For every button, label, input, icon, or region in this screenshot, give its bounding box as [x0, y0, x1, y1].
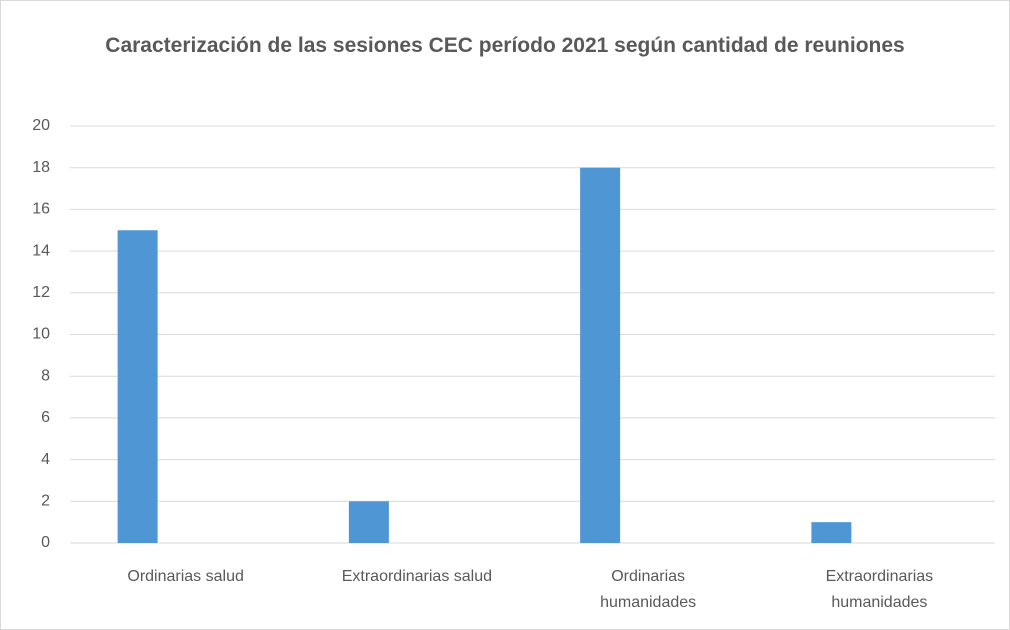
y-tick-label: 8 [41, 367, 50, 384]
y-tick-label: 12 [32, 284, 50, 301]
x-tick-label: Extraordinarias salud [342, 568, 492, 585]
bar [348, 501, 389, 543]
y-tick-label: 4 [41, 451, 50, 468]
bar [811, 522, 852, 543]
y-tick-label: 0 [41, 534, 50, 551]
y-tick-label: 10 [32, 326, 50, 343]
x-tick-label: Ordinarias humanidades [600, 568, 696, 611]
y-tick-label: 14 [32, 242, 50, 259]
y-tick-label: 20 [32, 117, 50, 134]
x-tick-label: Ordinarias salud [127, 568, 244, 585]
x-tick-label: Extraordinarias humanidades [826, 568, 934, 611]
bar [580, 167, 621, 543]
bar [117, 230, 158, 543]
y-tick-label: 2 [41, 493, 50, 510]
y-tick-label: 6 [41, 409, 50, 426]
chart-title: Caracterización de las sesiones CEC perí… [105, 34, 905, 57]
y-tick-label: 18 [32, 159, 50, 176]
y-tick-label: 16 [32, 201, 50, 218]
